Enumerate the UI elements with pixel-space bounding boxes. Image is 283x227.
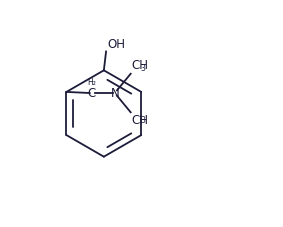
Text: H₂: H₂: [87, 78, 96, 87]
Text: 3: 3: [140, 64, 145, 73]
Text: C: C: [88, 86, 96, 99]
Text: OH: OH: [107, 38, 125, 51]
Text: N: N: [111, 86, 119, 99]
Text: CH: CH: [132, 114, 149, 128]
Text: 3: 3: [140, 116, 145, 125]
Text: CH: CH: [132, 59, 149, 72]
